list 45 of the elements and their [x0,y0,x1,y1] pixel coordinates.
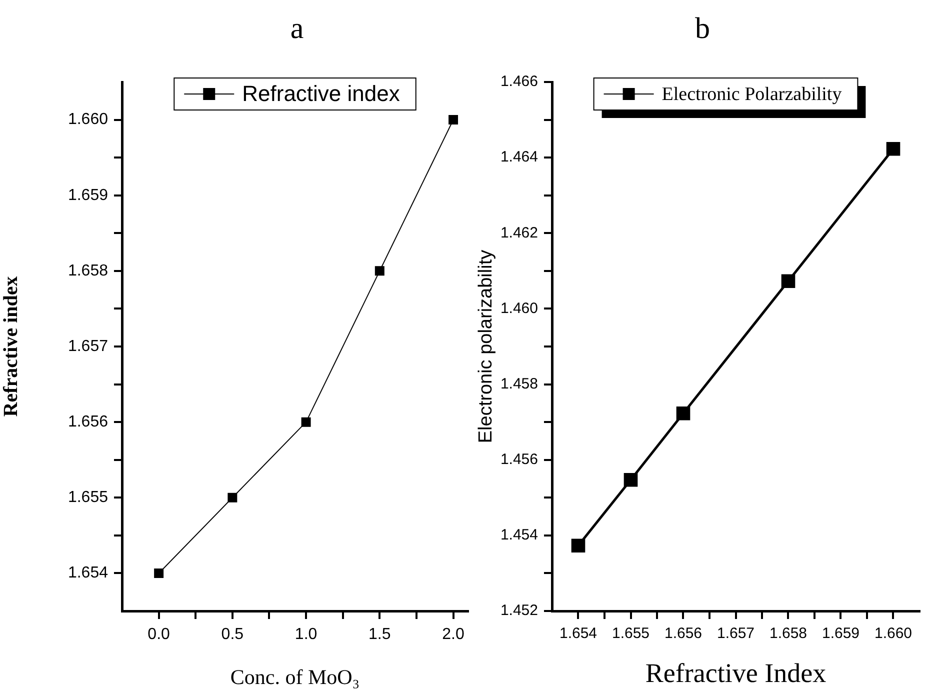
x-axis-title: Refractive Index [645,658,827,688]
x-tick-label: 1.659 [822,625,860,642]
point [154,568,164,578]
x-tick-label: 0.0 [148,626,170,644]
point [301,417,311,427]
y-tick-label: 1.654 [68,564,108,582]
x-axis-title: Conc. of MoO₃ [230,664,360,689]
y-tick-label: 1.464 [500,148,538,166]
y-axis-title: Electronic polarizability [476,249,497,444]
y-tick-label: 1.456 [500,451,538,468]
y-tick-label: 1.658 [68,262,108,280]
x-tick-label: 1.5 [368,626,391,644]
x-tick-label: 1.660 [874,625,912,642]
point [448,115,458,125]
y-tick-label: 1.659 [68,186,108,204]
x-tick-label: 1.658 [769,625,808,642]
y-tick-label: 1.655 [68,489,108,506]
x-tick-label: 1.656 [664,625,702,642]
x-tick-label: 2.0 [442,626,464,644]
point [228,492,238,502]
legend-label: Refractive index [242,81,400,106]
chart-title: b [694,12,711,46]
y-tick-label: 1.454 [500,526,538,544]
x-tick-label: 1.0 [294,626,318,644]
x-tick-label: 0.5 [221,626,244,644]
y-tick-label: 1.460 [500,300,538,317]
chart-title: a [289,12,305,46]
x-tick-label: 1.657 [716,625,755,642]
legend-label: Electronic Polarzability [662,84,842,105]
point [571,538,586,553]
point [781,274,796,288]
point [676,406,690,420]
x-tick-label: 1.654 [559,625,598,642]
y-tick-label: 1.657 [68,338,108,355]
y-axis-title: Refractive index [0,276,22,417]
y-tick-label: 1.462 [500,224,538,242]
y-tick-label: 1.466 [500,73,538,90]
y-tick-label: 1.656 [68,413,108,430]
point [624,472,638,487]
point [886,142,900,156]
y-tick-label: 1.458 [500,375,538,392]
point [374,266,384,276]
x-tick-label: 1.655 [612,625,650,642]
y-tick-label: 1.660 [68,111,108,128]
y-tick-label: 1.452 [500,602,538,620]
